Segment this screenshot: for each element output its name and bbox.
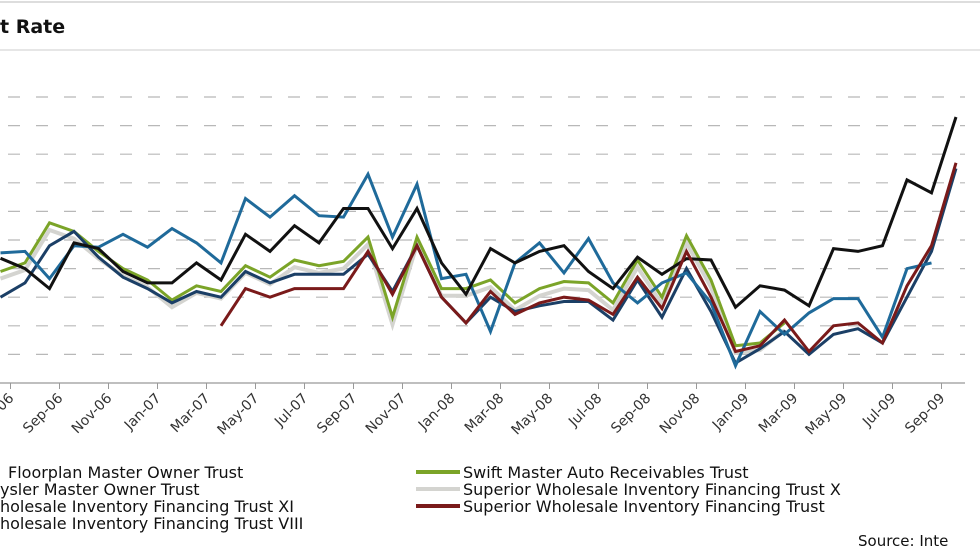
x-tick-label: Jul-07 bbox=[271, 391, 311, 431]
x-tick-label: Jan-09 bbox=[709, 391, 752, 434]
legend-label: Floorplan Master Owner Trust bbox=[8, 463, 243, 482]
legend-label: Superior Wholesale Inventory Financing T… bbox=[463, 480, 841, 499]
x-tick-label: Mar-09 bbox=[756, 391, 802, 437]
legend-label: ysler Master Owner Trust bbox=[0, 480, 200, 499]
x-tick-label: Jul-09 bbox=[859, 391, 899, 431]
x-tick-label: Nov-06 bbox=[69, 390, 116, 437]
legend-label: holesale Inventory Financing Trust VIII bbox=[0, 514, 303, 533]
x-axis-ticks: 06 Sep-06 Nov-06 Jan-07 Mar-07 May-07 Jul-07 Se… bbox=[0, 383, 948, 438]
x-tick-label: 06 bbox=[0, 390, 17, 414]
x-tick-label: Nov-08 bbox=[657, 391, 704, 438]
x-tick-label: Jan-07 bbox=[121, 391, 164, 434]
x-tick-label: Sep-09 bbox=[902, 391, 948, 437]
x-tick-label: May-08 bbox=[509, 391, 557, 439]
source-note: Source: Inte bbox=[858, 532, 948, 550]
series-lines bbox=[0, 116, 958, 370]
x-tick-label: Sep-07 bbox=[314, 391, 360, 437]
x-tick-label: Sep-08 bbox=[608, 391, 654, 437]
x-tick-label: Jan-08 bbox=[415, 391, 458, 434]
x-tick-label: Mar-08 bbox=[462, 391, 508, 437]
legend-label: Superior Wholesale Inventory Financing T… bbox=[463, 497, 825, 516]
gridlines bbox=[8, 96, 965, 355]
series-line bbox=[0, 220, 786, 348]
x-tick-label: Jul-08 bbox=[565, 391, 605, 431]
x-tick-label: Nov-07 bbox=[363, 391, 410, 438]
legend-label: Swift Master Auto Receivables Trust bbox=[463, 463, 749, 482]
x-tick-label: Sep-06 bbox=[20, 390, 66, 436]
series-line bbox=[219, 162, 958, 354]
series-line bbox=[0, 116, 958, 310]
x-tick-label: May-07 bbox=[215, 391, 263, 439]
x-tick-label: May-09 bbox=[803, 391, 851, 439]
chart-title: t Rate bbox=[0, 16, 65, 38]
legend-label: holesale Inventory Financing Trust XI bbox=[0, 497, 294, 516]
series-line bbox=[0, 168, 958, 366]
x-tick-label: Mar-07 bbox=[168, 391, 214, 437]
